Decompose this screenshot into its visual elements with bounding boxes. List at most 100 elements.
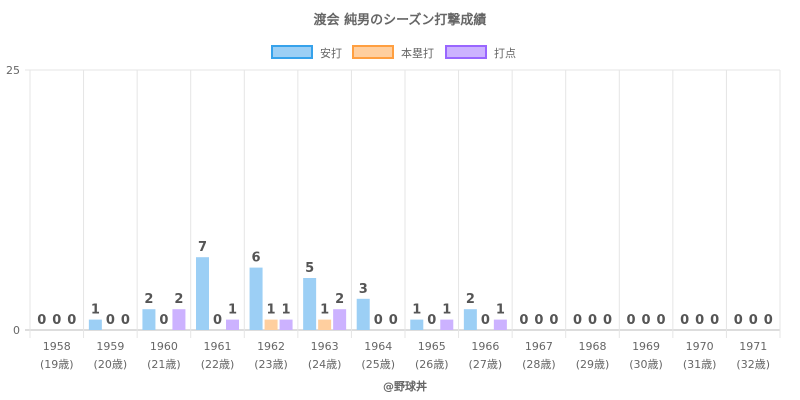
bar-1960-0 [142,309,156,330]
legend-swatch-1 [352,45,394,59]
x-tick-sublabel: (30歳) [629,358,663,371]
chart-title: 渡会 純男のシーズン打撃成績 [314,12,487,28]
bar-1959-0 [88,319,102,330]
data-label: 0 [695,313,704,328]
bars [88,257,507,330]
x-tick-sublabel: (31歳) [683,358,717,371]
x-tick-label: 1965 [418,340,446,353]
data-label: 1 [91,303,100,318]
data-label: 0 [657,313,666,328]
x-tick-label: 1971 [739,340,767,353]
data-label: 0 [549,313,558,328]
data-label: 1 [228,303,237,318]
x-tick-sublabel: (20歳) [94,358,128,371]
bar-1965-0 [410,319,424,330]
data-label: 0 [67,313,76,328]
data-label: 0 [213,313,222,328]
data-label: 7 [198,240,207,255]
x-tick-sublabel: (26歳) [415,358,449,371]
data-label: 0 [764,313,773,328]
x-tick-sublabel: (24歳) [308,358,342,371]
x-tick-sublabel: (22歳) [201,358,235,371]
data-label: 0 [159,313,168,328]
data-label: 2 [335,292,344,307]
data-label: 2 [466,292,475,307]
data-label: 0 [573,313,582,328]
x-tick-sublabel: (28歳) [522,358,556,371]
bar-1963-1 [318,319,332,330]
y-tick-label: 25 [6,64,20,77]
bar-1963-0 [303,278,317,330]
legend: 安打 本塁打 打点 [271,45,516,60]
data-label: 0 [603,313,612,328]
legend-label-1: 本塁打 [401,46,434,60]
bar-1966-0 [463,309,477,330]
data-label: 1 [412,303,421,318]
x-tick-sublabel: (32歳) [736,358,770,371]
legend-swatch-0 [271,45,313,59]
x-tick-label: 1962 [257,340,285,353]
data-label: 0 [52,313,61,328]
data-label: 6 [252,251,261,266]
data-label: 0 [710,313,719,328]
data-label: 0 [374,313,383,328]
data-label: 0 [427,313,436,328]
x-tick-label: 1970 [686,340,714,353]
x-tick-label: 1960 [150,340,178,353]
data-label: 5 [305,261,314,276]
x-tick-label: 1964 [364,340,392,353]
x-axis: 1958 (19歳) 1959 (20歳) 1960 (21歳) 1961 (22歳) 1962… [40,340,770,371]
data-label: 0 [680,313,689,328]
bar-1961-0 [196,257,209,330]
bar-1965-2 [440,319,454,330]
x-tick-label: 1961 [204,340,232,353]
x-tick-sublabel: (25歳) [361,358,395,371]
data-label: 2 [174,292,183,307]
data-label: 2 [144,292,153,307]
x-tick-sublabel: (21歳) [147,358,181,371]
y-tick-label: 0 [13,324,20,337]
grid: 025 [6,64,781,338]
legend-label-0: 安打 [320,46,342,60]
bar-1962-2 [279,319,293,330]
data-label: 1 [267,303,276,318]
data-label: 0 [749,313,758,328]
bar-1962-0 [249,267,263,330]
x-tick-label: 1963 [311,340,339,353]
bar-1963-2 [333,309,347,330]
data-label: 1 [442,303,451,318]
x-tick-label: 1969 [632,340,660,353]
data-label: 1 [282,303,291,318]
bar-1960-2 [172,309,186,330]
data-label: 0 [389,313,398,328]
x-tick-sublabel: (19歳) [40,358,74,371]
data-label: 0 [627,313,636,328]
x-tick-sublabel: (23歳) [254,358,288,371]
data-label: 0 [481,313,490,328]
watermark: @野球丼 [383,379,427,393]
data-label: 0 [37,313,46,328]
legend-swatch-2 [445,45,487,59]
data-label: 3 [359,282,368,297]
bar-1966-2 [493,319,507,330]
x-tick-label: 1967 [525,340,553,353]
data-label: 0 [588,313,597,328]
data-label: 0 [106,313,115,328]
data-label: 0 [534,313,543,328]
x-tick-label: 1966 [471,340,499,353]
bar-1961-2 [226,319,239,330]
data-label: 0 [642,313,651,328]
data-label: 0 [734,313,743,328]
x-tick-label: 1958 [43,340,71,353]
bar-1962-1 [264,319,278,330]
x-tick-sublabel: (27歳) [469,358,503,371]
x-tick-label: 1968 [579,340,607,353]
data-label: 1 [496,303,505,318]
data-label: 0 [519,313,528,328]
data-label: 0 [121,313,130,328]
legend-label-2: 打点 [494,46,516,60]
data-label: 1 [320,303,329,318]
